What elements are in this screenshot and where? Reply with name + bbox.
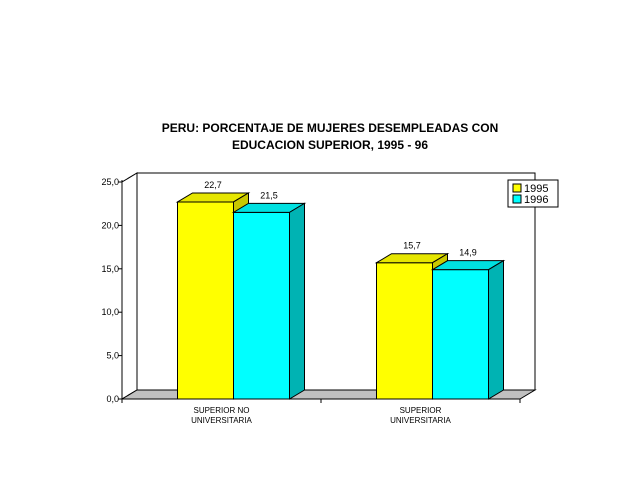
bar-front [233,211,290,400]
chart-title-line-1: PERU: PORCENTAJE DE MUJERES DESEMPLEADAS… [161,121,499,135]
legend-swatch-1996 [512,194,522,204]
data-label: 21,5 [260,190,278,200]
bar-side [289,202,305,400]
category-label: UNIVERSITARIA [390,416,451,425]
bars: 22,7 21,5 15,7 14,9 [175,180,506,400]
category-label: SUPERIOR [400,406,442,415]
data-label: 22,7 [204,180,222,190]
data-label: 15,7 [403,241,421,251]
bar-1996-1: 14,9 [430,248,506,400]
side-wall [121,172,138,400]
y-tick-label: 15,0 [101,264,119,274]
bar-1996-0: 21,5 [231,190,307,400]
y-tick-label: 0,0 [106,394,119,404]
bar-front [177,201,234,400]
bar-front [376,262,433,400]
legend-label-1995: 1995 [524,183,548,195]
bar-front [432,269,489,400]
y-tick-label: 25,0 [101,177,119,187]
bar-side [488,259,504,400]
y-tick-label: 20,0 [101,220,119,230]
data-label: 14,9 [459,248,477,258]
y-tick-label: 10,0 [101,307,119,317]
category-label: SUPERIOR NO [193,406,249,415]
chart-title-line-2: EDUCACION SUPERIOR, 1995 - 96 [231,138,429,152]
legend-label-1996: 1996 [524,194,548,206]
axes: SUPERIOR NOUNIVERSITARIASUPERIORUNIVERSI… [101,177,521,425]
legend-swatch-1995 [512,183,522,193]
y-tick-label: 5,0 [106,351,119,361]
category-label: UNIVERSITARIA [191,416,252,425]
